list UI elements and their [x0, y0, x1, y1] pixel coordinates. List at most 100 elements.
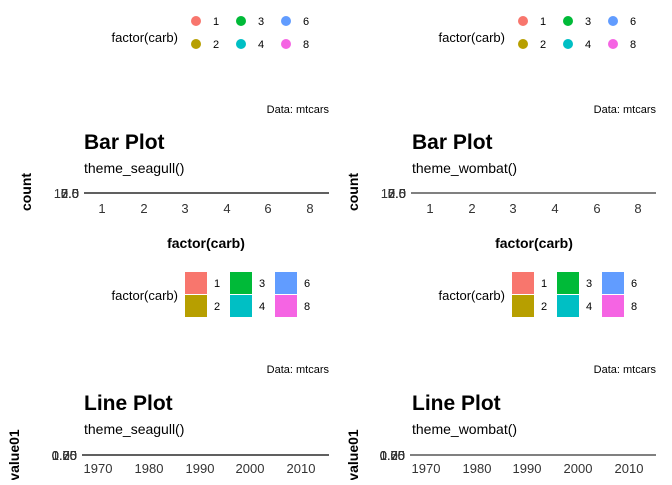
legend-key: 2	[185, 295, 220, 317]
chart-title: Bar Plot	[412, 131, 493, 154]
legend-key: 1	[185, 272, 220, 294]
legend-swatch	[230, 272, 252, 294]
y-tick-label: 10.0	[54, 186, 79, 201]
x-tick-label: 1990	[513, 461, 542, 476]
caption: Data: mtcars	[594, 364, 657, 376]
legend-label: 2	[213, 39, 219, 51]
legend-label: 4	[586, 301, 592, 313]
x-tick-labels: 1970 1980 1990 2000 2010	[84, 461, 316, 476]
x-tick-label: 3	[509, 201, 516, 216]
chart-title: Bar Plot	[84, 131, 165, 154]
legend-swatch	[275, 272, 297, 294]
x-tick-labels: 1970 1980 1990 2000 2010	[412, 461, 644, 476]
chart-subtitle: theme_seagull()	[84, 160, 184, 176]
x-tick-label: 2000	[236, 461, 265, 476]
legend-key: 1	[518, 16, 546, 28]
legend-key: 8	[281, 39, 309, 51]
legend-title: factor(carb)	[439, 288, 505, 303]
legend-swatch	[602, 272, 624, 294]
y-tick-label: 0.00	[380, 448, 405, 463]
y-tick-label: 1.00	[380, 448, 405, 463]
x-tick-label: 8	[634, 201, 641, 216]
legend-point	[563, 39, 573, 49]
x-tick-label: 1980	[463, 461, 492, 476]
x-tick-label: 6	[264, 201, 271, 216]
legend-key: 3	[236, 16, 264, 28]
x-tick-label: 2010	[287, 461, 316, 476]
legend-label: 3	[259, 278, 265, 290]
chart-subtitle: theme_seagull()	[84, 421, 184, 437]
x-tick-label: 1970	[84, 461, 113, 476]
legend-label: 3	[585, 16, 591, 28]
y-tick-label: 0.75	[380, 448, 405, 463]
legend-label: 8	[303, 39, 309, 51]
legend-label: 1	[541, 278, 547, 290]
panel-bar-wombat: factor(carb) 1 3 6 2 4 8 Data: mtcars Ba…	[345, 16, 656, 251]
legend-key: 6	[281, 16, 309, 28]
legend-label: 3	[586, 278, 592, 290]
y-axis-title: value01	[345, 429, 361, 480]
legend-label: 8	[631, 301, 637, 313]
legend-swatch	[557, 295, 579, 317]
legend-point	[281, 39, 291, 49]
x-tick-label: 1980	[135, 461, 164, 476]
x-tick-label: 2000	[564, 461, 593, 476]
y-tick-label: 0.0	[61, 186, 79, 201]
y-tick-label: 0.0	[388, 186, 406, 201]
legend-label: 2	[540, 39, 546, 51]
y-tick-stack: 0.00 0.25 0.50 0.75 1.00	[380, 448, 405, 463]
legend-label: 4	[258, 39, 264, 51]
panel-line-wombat: factor(carb) 1 3 6 2 4 8 Data: mtcars Li…	[345, 272, 657, 481]
x-axis-title: factor(carb)	[495, 235, 573, 251]
legend-label: 1	[214, 278, 220, 290]
y-tick-label: 7.5	[61, 186, 79, 201]
x-tick-label: 2	[468, 201, 475, 216]
legend-label: 2	[214, 301, 220, 313]
y-axis-title: value01	[6, 429, 22, 480]
x-tick-label: 1970	[412, 461, 441, 476]
legend-key: 6	[275, 272, 310, 294]
legend-label: 1	[540, 16, 546, 28]
legend-swatch	[512, 295, 534, 317]
y-tick-label: 0.00	[52, 448, 77, 463]
y-tick-label: 0.25	[380, 448, 405, 463]
y-tick-stack: 0.0 2.5 5.0 7.5 10.0	[381, 186, 406, 201]
legend-key: 3	[563, 16, 591, 28]
legend-key: 4	[230, 295, 265, 317]
legend-key: 4	[236, 39, 264, 51]
chart-subtitle: theme_wombat()	[412, 421, 517, 437]
legend-point	[518, 39, 528, 49]
legend-label: 3	[258, 16, 264, 28]
legend-key: 2	[512, 295, 547, 317]
legend-key: 4	[563, 39, 591, 51]
legend-key: 1	[191, 16, 219, 28]
y-tick-label: 5.0	[61, 186, 79, 201]
legend-key: 8	[608, 39, 636, 51]
legend-point	[191, 16, 201, 26]
x-tick-label: 8	[306, 201, 313, 216]
caption: Data: mtcars	[267, 364, 330, 376]
legend-point	[518, 16, 528, 26]
y-axis-title: count	[345, 173, 361, 211]
caption: Data: mtcars	[267, 104, 330, 116]
legend: 1 3 6 2 4 8	[512, 272, 637, 317]
x-tick-label: 3	[181, 201, 188, 216]
legend-key: 4	[557, 295, 592, 317]
legend-label: 8	[630, 39, 636, 51]
legend-label: 2	[541, 301, 547, 313]
y-tick-label: 1.00	[52, 448, 77, 463]
legend-label: 1	[213, 16, 219, 28]
y-tick-stack: 0.00 0.25 0.50 0.75 1.00	[52, 448, 77, 463]
legend-swatch	[185, 272, 207, 294]
legend-swatch	[512, 272, 534, 294]
legend-key: 3	[230, 272, 265, 294]
y-tick-label: 5.0	[388, 186, 406, 201]
legend-title: factor(carb)	[112, 30, 178, 45]
legend-title: factor(carb)	[112, 288, 178, 303]
legend-label: 6	[631, 278, 637, 290]
y-axis-title: count	[18, 173, 34, 211]
panel-bar-seagull: factor(carb) 1 3 6 2 4 8 Data: mtcars Ba…	[18, 16, 329, 251]
x-axis-title: factor(carb)	[167, 235, 245, 251]
